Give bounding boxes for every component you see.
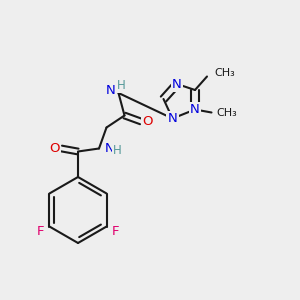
Text: N: N (190, 103, 200, 116)
Text: CH₃: CH₃ (216, 107, 237, 118)
Text: N: N (104, 142, 114, 155)
Text: O: O (50, 142, 60, 155)
Text: CH₃: CH₃ (214, 68, 235, 79)
Text: O: O (142, 115, 153, 128)
Text: N: N (172, 77, 182, 91)
Text: H: H (116, 79, 125, 92)
Text: N: N (168, 112, 177, 125)
Text: F: F (37, 225, 44, 238)
Text: N: N (106, 83, 116, 97)
Text: H: H (113, 143, 122, 157)
Text: F: F (112, 225, 119, 238)
